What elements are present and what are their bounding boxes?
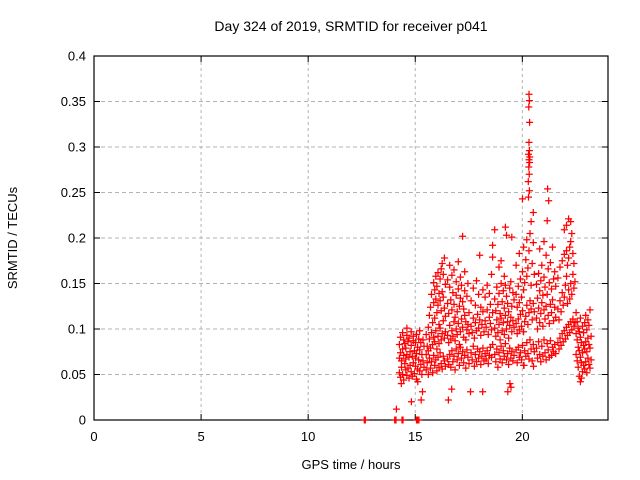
y-tick-label: 0.3 <box>68 140 86 155</box>
chart-title: Day 324 of 2019, SRMTID for receiver p04… <box>214 18 487 34</box>
x-tick-label: 15 <box>408 429 422 444</box>
grid-lines <box>94 56 608 420</box>
y-tick-label: 0.25 <box>61 185 86 200</box>
x-tick-label: 5 <box>197 429 204 444</box>
x-tick-label: 0 <box>90 429 97 444</box>
y-tick-label: 0.35 <box>61 94 86 109</box>
plot-border <box>93 55 609 421</box>
y-axis-label: SRMTID / TECUs <box>5 186 20 289</box>
y-tick-label: 0.2 <box>68 231 86 246</box>
y-tick-label: 0.05 <box>61 367 86 382</box>
plus-markers <box>360 90 595 424</box>
x-axis-label: GPS time / hours <box>302 457 401 472</box>
y-tick-label: 0.1 <box>68 322 86 337</box>
x-tick-label: 10 <box>301 429 315 444</box>
x-tick-label: 20 <box>515 429 529 444</box>
data-points <box>360 90 595 424</box>
y-tick-label: 0 <box>79 413 86 428</box>
y-tick-label: 0.15 <box>61 276 86 291</box>
y-tick-label: 0.4 <box>68 49 86 64</box>
tick-labels: 0 5 10 15 20 0 0.05 0.1 0.15 0.2 0.25 0.3 0.35 0.4 <box>61 49 530 445</box>
